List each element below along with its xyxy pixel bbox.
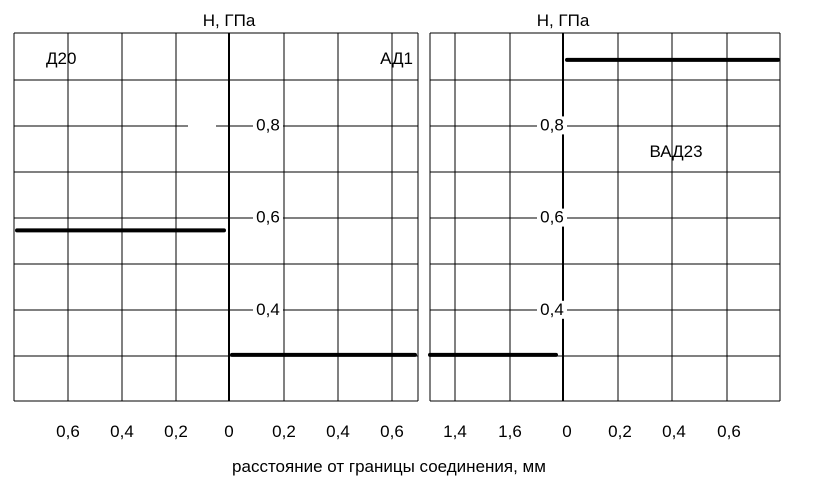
x-axis-title: расстояние от границы соединения, мм — [232, 457, 546, 476]
region-label: ВАД23 — [649, 142, 702, 161]
region-label: АД1 — [380, 49, 413, 68]
x-tick-label: 0,4 — [326, 422, 350, 441]
y-tick-label-bg — [253, 116, 283, 135]
x-tick-label: 0 — [562, 422, 571, 441]
grid-layer — [13, 32, 781, 402]
x-tick-label: 0,6 — [56, 422, 80, 441]
y-tick-label: 0,6 — [256, 208, 280, 227]
series-layer — [15, 57, 780, 357]
y-tick-label-bg — [537, 300, 567, 319]
x-tick-label: 0,2 — [272, 422, 296, 441]
x-tick-label: 0,4 — [110, 422, 134, 441]
x-tick-label: 1,4 — [443, 422, 467, 441]
region-label: Д20 — [46, 49, 76, 68]
x-tick-label: 0,2 — [608, 422, 632, 441]
x-tick-label: 1,6 — [498, 422, 522, 441]
y-tick-label-bg — [537, 116, 567, 135]
x-tick-label: 0,2 — [164, 422, 188, 441]
x-tick-label: 0,6 — [380, 422, 404, 441]
y-tick-label: 0,4 — [540, 300, 564, 319]
y-tick-label: 0,6 — [540, 208, 564, 227]
y-axis-label: H, ГПа — [203, 11, 256, 30]
y-tick-label-bg — [253, 300, 283, 319]
y-tick-label: 0,4 — [256, 300, 280, 319]
y-axis-label: H, ГПа — [537, 11, 590, 30]
y-tick-label: 0,8 — [540, 115, 564, 134]
y-tick-label-bg — [537, 208, 567, 227]
x-tick-label: 0 — [224, 422, 233, 441]
x-tick-label: 0,6 — [717, 422, 741, 441]
x-tick-label: 0,4 — [662, 422, 686, 441]
y-tick-label: 0,8 — [256, 115, 280, 134]
y-tick-label-bg — [253, 208, 283, 227]
text-layer: H, ГПа 0,4 0,6 0,8 0,6 0,4 0,2 0 0,2 0,4 0,6 Д20 АД1… — [46, 11, 741, 476]
